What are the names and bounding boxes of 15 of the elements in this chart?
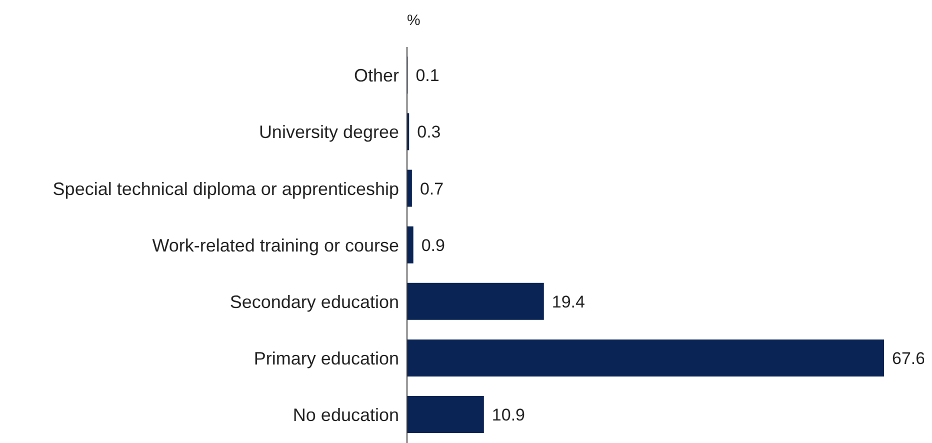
y-tick-label: Secondary education: [230, 292, 399, 312]
data-label: 0.3: [417, 122, 441, 142]
x-axis-title: %: [407, 12, 420, 29]
data-label: 19.4: [552, 292, 585, 312]
y-tick-label: Special technical diploma or apprenticeship: [52, 178, 399, 199]
y-tick-label: Other: [354, 66, 399, 86]
data-label: 10.9: [492, 406, 526, 425]
data-label: 0.7: [420, 179, 444, 198]
data-label: 0.9: [421, 236, 445, 255]
data-label: 0.1: [416, 66, 440, 86]
y-tick-label: Primary education: [254, 348, 399, 369]
y-tick-label: No education: [292, 405, 399, 426]
y-tick-label: Work-related training or course: [152, 235, 399, 256]
y-tick-label: University degree: [258, 122, 399, 142]
data-label: 67.6: [892, 349, 926, 368]
